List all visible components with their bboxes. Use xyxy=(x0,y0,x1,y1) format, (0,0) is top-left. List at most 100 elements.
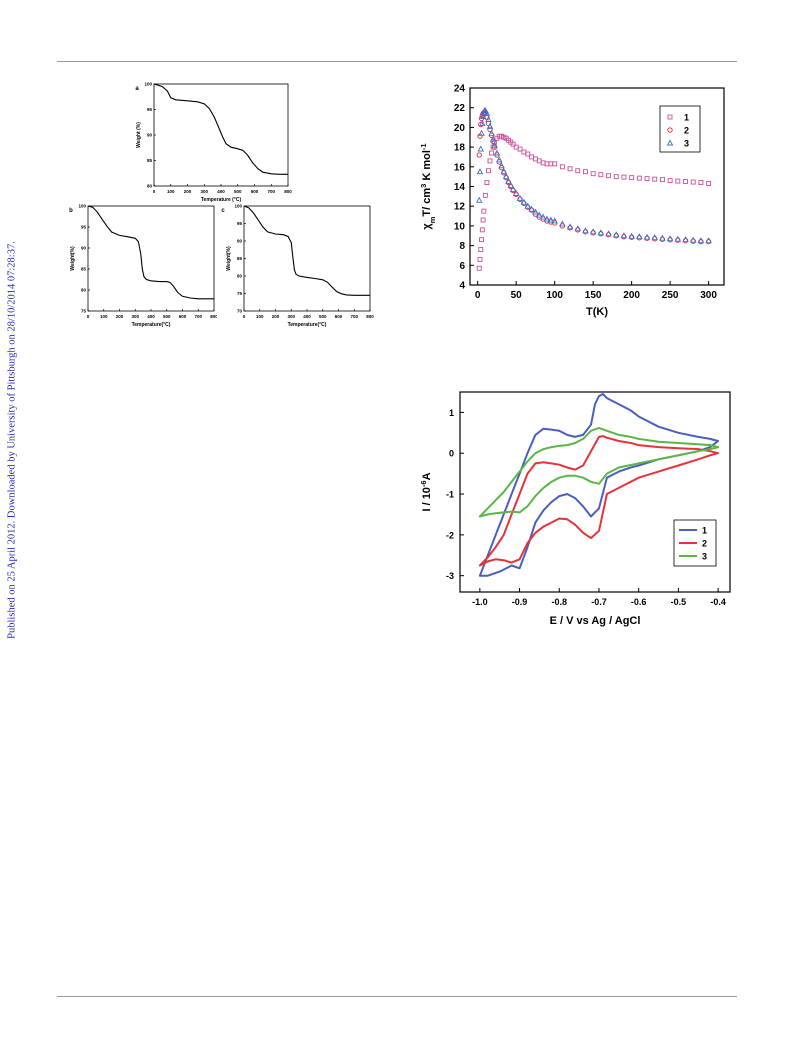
y-tick-label: -3 xyxy=(446,571,454,581)
series-3-point xyxy=(507,181,515,188)
x-tick-label: 250 xyxy=(662,290,679,301)
series-1-point xyxy=(567,166,573,172)
legend-marker-3 xyxy=(666,139,674,146)
y-tick-label: 20 xyxy=(454,123,466,134)
series-3-point xyxy=(478,129,485,136)
series-1-point xyxy=(482,192,488,198)
series-3-point xyxy=(528,205,535,212)
series-1-point xyxy=(644,176,650,182)
legend-label: 1 xyxy=(684,113,689,123)
y-axis-label: Weight (%) xyxy=(136,122,142,148)
x-tick-label: 700 xyxy=(350,314,358,319)
series-1-point xyxy=(636,175,642,181)
series-3-point xyxy=(502,173,510,180)
series-3-point xyxy=(536,211,543,218)
tga-weight-curve xyxy=(153,83,288,175)
x-tick-label: 300 xyxy=(287,314,295,319)
series-3-point xyxy=(485,115,492,122)
x-tick-label: -0.4 xyxy=(710,597,726,607)
cv-curve-2 xyxy=(478,435,720,567)
x-tick-label: 800 xyxy=(284,189,292,194)
series-3-point xyxy=(705,237,712,244)
x-tick-label: 300 xyxy=(700,290,717,301)
series-1-point xyxy=(517,146,523,152)
x-tick-label: 700 xyxy=(267,189,275,194)
series-1-point xyxy=(484,180,490,186)
series-3-point xyxy=(479,119,486,126)
series-3-point xyxy=(520,198,528,205)
series-1-point xyxy=(476,265,482,271)
series-3-point xyxy=(666,235,674,242)
series-3-point xyxy=(589,228,597,235)
series-1-point xyxy=(478,247,484,252)
y-tick-label: -2 xyxy=(446,530,454,540)
y-tick-label: 75 xyxy=(237,291,243,296)
y-tick-label: 90 xyxy=(237,239,243,244)
series-2-point xyxy=(477,133,483,139)
y-tick-label: 100 xyxy=(234,204,242,209)
x-tick-label: 0 xyxy=(243,314,246,319)
x-tick-label: 0 xyxy=(475,290,481,301)
y-tick-label: -1 xyxy=(446,490,454,500)
y-tick-label: 80 xyxy=(237,274,243,279)
series-3-point xyxy=(620,232,628,239)
series-3-point xyxy=(486,122,494,129)
tga-weight-curve xyxy=(87,205,214,300)
y-axis-label: Weight(%) xyxy=(226,246,232,271)
legend-box xyxy=(659,105,701,153)
y-tick-label: 95 xyxy=(81,225,87,230)
series-3-point xyxy=(512,189,520,196)
series-3-point xyxy=(482,107,489,114)
x-tick-label: 600 xyxy=(335,314,343,319)
series-3-point xyxy=(682,236,689,243)
x-tick-label: 100 xyxy=(100,314,108,319)
x-tick-label: -0.7 xyxy=(591,597,607,607)
x-tick-label: 100 xyxy=(167,189,175,194)
tga-chart-c: 0 100 200 300 400 500 600 700 800 70 75 80 85 90 95 100… xyxy=(221,204,374,328)
footer-rule xyxy=(57,996,737,997)
series-3-point xyxy=(597,229,605,236)
x-tick-label: 300 xyxy=(200,189,208,194)
x-tick-label: 500 xyxy=(319,314,327,319)
series-1-point xyxy=(621,174,627,180)
y-tick-label: 85 xyxy=(237,256,243,261)
header-rule xyxy=(57,61,737,62)
series-3-point xyxy=(476,168,484,175)
cv-curve-3 xyxy=(478,426,720,518)
series-3-point xyxy=(689,236,697,243)
x-tick-label: 800 xyxy=(366,314,374,319)
y-tick-label: 80 xyxy=(147,184,153,189)
plot-frame xyxy=(459,391,731,593)
series-3-point xyxy=(488,129,495,136)
legend-label: 1 xyxy=(702,526,707,536)
series-1-point xyxy=(598,172,604,178)
series-3-point xyxy=(697,237,705,244)
series-1-point xyxy=(590,171,596,177)
series-3-point xyxy=(516,194,524,201)
series-3-point xyxy=(674,235,682,242)
series-3-point xyxy=(477,145,485,152)
x-axis-label: Temperature(°C) xyxy=(132,322,171,328)
x-tick-label: 200 xyxy=(116,314,124,319)
series-1-point xyxy=(487,158,493,164)
series-1-point xyxy=(675,178,681,184)
x-tick-label: 600 xyxy=(251,189,259,194)
y-tick-label: 18 xyxy=(454,143,466,154)
download-sidebar: Published on 25 April 2012. Downloaded b… xyxy=(2,240,22,640)
series-2-point xyxy=(487,126,493,133)
series-1-point xyxy=(481,208,487,214)
x-tick-label: 50 xyxy=(511,290,523,301)
y-tick-label: 16 xyxy=(454,162,466,173)
x-tick-label: 800 xyxy=(210,314,217,319)
series-3-point xyxy=(559,220,566,227)
y-axis-label: Weight(%) xyxy=(70,246,76,271)
y-tick-label: 1 xyxy=(449,408,454,418)
series-3-point xyxy=(605,230,612,237)
x-tick-label: 200 xyxy=(272,314,280,319)
series-3-point xyxy=(539,213,547,220)
magnetic-susceptibility-chart: 0 50 100 150 200 250 3004681012141618202224123… xyxy=(419,84,725,318)
series-1-point xyxy=(486,168,491,174)
x-tick-label: 400 xyxy=(303,314,311,319)
series-1-point xyxy=(690,179,696,185)
series-3-point xyxy=(524,202,531,209)
